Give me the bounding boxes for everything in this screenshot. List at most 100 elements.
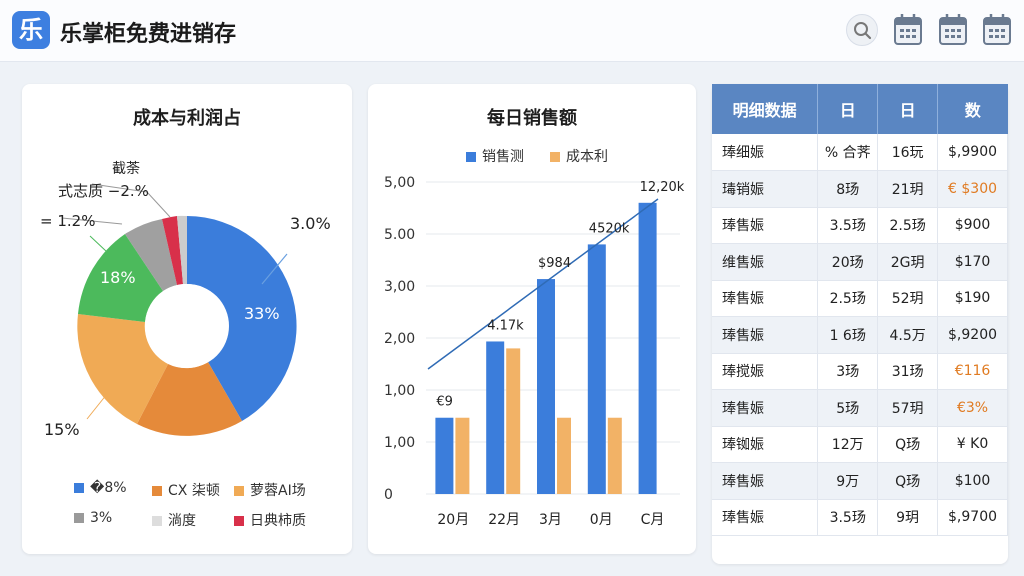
legend-label: 淌度	[168, 513, 196, 529]
donut-slice-gray	[125, 219, 177, 291]
table-cell: Q玚	[877, 426, 939, 463]
bar-chart-card: 每日销售额 销售测 成本利 0 1,00 1,00 2,00 3,00 5.00 5,00 2…	[368, 84, 696, 554]
pie-card: 成本与利润占 截荼 式志质 −2.% = 1.2% 3.0% 18% 33% 1…	[22, 84, 352, 554]
table-cell: $,9200	[937, 316, 1008, 354]
table-row[interactable]: 琫铷娠 12万 Q玚 ¥ K0	[712, 426, 1008, 463]
data-label: 12,20k	[640, 180, 685, 195]
table-row[interactable]: 琫售娠 5玚 57玥 €3%	[712, 389, 1008, 427]
table-header[interactable]: 数	[937, 84, 1008, 134]
bar-cost	[557, 417, 571, 494]
legend-item: 销售测	[466, 146, 524, 166]
y-tick-label: 5,00	[384, 175, 415, 191]
app-logo: 乐	[12, 11, 50, 49]
table-cell: 2G玥	[877, 243, 939, 281]
calendar-icon[interactable]	[937, 12, 969, 48]
table-header[interactable]: 日	[877, 84, 939, 134]
bar-sales	[435, 417, 454, 494]
table-cell: 8玚	[817, 170, 879, 208]
x-tick-label: C月	[641, 512, 665, 528]
table-cell: €116	[937, 353, 1008, 390]
legend-label: CX 柒顿	[168, 483, 220, 499]
table-cell: $900	[937, 207, 1008, 244]
table-cell: 琫搅娠	[712, 353, 819, 390]
table-cell: 琫售娠	[712, 316, 819, 354]
table-cell: $190	[937, 280, 1008, 317]
legend-item: �8%	[74, 480, 127, 496]
donut-slice-red	[162, 216, 183, 285]
table-row[interactable]: 琫售娠 3.5玚 9玥 $,9700	[712, 499, 1008, 536]
calendar-icon[interactable]	[981, 12, 1013, 48]
pie-label-blue: 33%	[244, 304, 280, 323]
pie-label-top: 截荼	[112, 161, 140, 177]
table-cell: € $300	[937, 170, 1008, 208]
detail-table-card: 明细数据 日 日 数 琫细娠% 合荠 16玩 $,9900 瑇销娠 8玚 21玥 € $30…	[712, 84, 1008, 564]
bar-chart-title: 每日销售额	[487, 108, 577, 129]
donut-slice-blue	[187, 216, 297, 421]
table-row[interactable]: 瑇销娠 8玚 21玥 € $300	[712, 170, 1008, 208]
table-cell: 琫售娠	[712, 389, 819, 427]
x-tick-label: 0月	[590, 512, 613, 528]
search-icon[interactable]	[846, 14, 878, 46]
table-cell: $170	[937, 243, 1008, 281]
table-cell: 琫售娠	[712, 499, 819, 536]
pie-label-minus: 式志质 −2.%	[58, 182, 149, 200]
table-row[interactable]: 琫搅娠 3玚 31玚 €116	[712, 353, 1008, 390]
pie-title: 成本与利润占	[133, 108, 241, 129]
legend-item: 淌度	[152, 510, 196, 530]
bar-sales	[486, 341, 505, 494]
table-row[interactable]: 琫细娠% 合荠 16玩 $,9900	[712, 134, 1008, 171]
table-cell: 2.5玚	[817, 280, 879, 317]
bar-cost	[455, 417, 470, 494]
legend-swatch	[152, 486, 162, 496]
table-row[interactable]: 琫售娠 2.5玚 52玥 $190	[712, 280, 1008, 317]
pie-label-green: 18%	[100, 268, 136, 287]
table-row[interactable]: 维售娠 20玚 2G玥 $170	[712, 243, 1008, 281]
table-header-row: 明细数据 日 日 数	[712, 84, 1008, 134]
bar-sales	[587, 244, 606, 494]
table-row[interactable]: 琫售娠 3.5玚 2.5玚 $900	[712, 207, 1008, 244]
table-cell: 4.5万	[877, 316, 939, 354]
app-title: 乐掌柜免费进销存	[60, 22, 237, 47]
table-cell: 琫售娠	[712, 280, 819, 317]
legend-label: �8%	[90, 480, 127, 496]
donut-chart	[61, 183, 297, 436]
pie-label-left-small: = 1.2%	[40, 212, 96, 230]
donut-slice-green	[78, 234, 163, 322]
table-cell: 20玚	[817, 243, 879, 281]
legend-item: 萝蓉AI场	[234, 480, 306, 500]
table-cell: 维售娠	[712, 243, 819, 281]
table-row[interactable]: 琫售娠 1 6玚 4.5万 $,9200	[712, 316, 1008, 354]
y-tick-label: 2,00	[384, 331, 415, 347]
pie-label-orange: 15%	[44, 420, 80, 439]
table-cell: 琫铷娠	[712, 426, 819, 463]
legend-label: 成本利	[566, 149, 608, 165]
table-header[interactable]: 日	[817, 84, 879, 134]
table-header[interactable]: 明细数据	[712, 84, 819, 134]
x-tick-label: 22月	[488, 512, 520, 528]
table-row[interactable]: 琫售娠 9万 Q玚 $100	[712, 462, 1008, 500]
table-cell: 12万	[817, 426, 879, 463]
table-cell: Q玚	[877, 462, 939, 500]
bar-cost	[506, 348, 521, 494]
data-label: 4520k	[589, 221, 630, 236]
pie-label-right: 3.0%	[290, 214, 331, 233]
table-cell: % 合荠	[817, 134, 879, 171]
table-cell: 琫售娠	[712, 462, 819, 500]
legend-label: 日典柿质	[250, 513, 306, 529]
bar-sales	[638, 202, 657, 495]
x-tick-label: 20月	[437, 512, 469, 528]
bar-cost	[607, 417, 622, 494]
table-cell: 3.5玚	[817, 207, 879, 244]
donut-slice-orange	[137, 362, 242, 436]
app-header: 乐 乐掌柜免费进销存	[0, 0, 1024, 62]
donut-slice-lightgray	[177, 215, 187, 284]
calendar-icon[interactable]	[892, 12, 924, 48]
table-cell: 57玥	[877, 389, 939, 427]
detail-table: 明细数据 日 日 数 琫细娠% 合荠 16玩 $,9900 瑇销娠 8玚 21玥 € $30…	[712, 84, 1008, 536]
table-cell: ¥ K0	[937, 426, 1008, 463]
table-cell: 1 6玚	[817, 316, 879, 354]
legend-swatch	[74, 483, 84, 493]
legend-swatch	[234, 516, 244, 526]
table-cell: 瑇销娠	[712, 170, 819, 208]
legend-item: CX 柒顿	[152, 480, 220, 500]
